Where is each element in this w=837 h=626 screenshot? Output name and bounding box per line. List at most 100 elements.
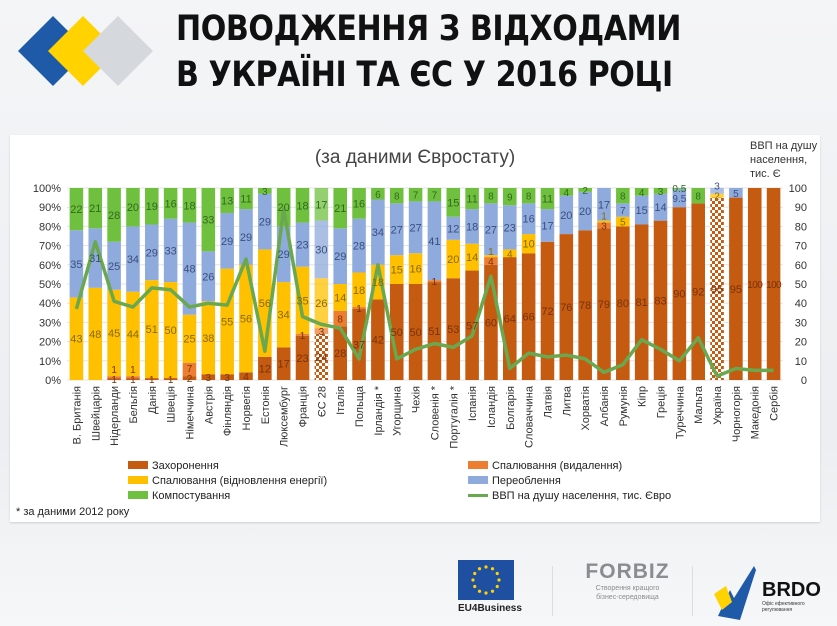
data-label: 21 <box>334 203 346 215</box>
category-label: ЄС 28 <box>316 386 328 417</box>
category-label: Україна <box>712 385 724 425</box>
data-label: 41 <box>428 236 440 248</box>
category-label: Ірландія * <box>373 385 385 435</box>
bar-segment <box>540 241 555 380</box>
category-label: Албанія <box>599 386 611 426</box>
bar-segment <box>371 199 385 265</box>
data-label: 90 <box>673 289 685 301</box>
data-label: 7 <box>413 191 419 202</box>
data-label: 79 <box>598 299 610 311</box>
bar-segment <box>276 347 291 380</box>
bar-segment <box>691 203 705 380</box>
bar-segment <box>333 228 347 284</box>
bar-segment <box>559 188 574 196</box>
data-label: 8 <box>695 192 701 203</box>
category-label: Ісландія <box>486 386 498 428</box>
bar-segment <box>258 356 272 380</box>
data-label: 3 <box>658 187 664 198</box>
bar-segment <box>145 224 159 281</box>
bar-segment <box>446 278 461 380</box>
bar-segment <box>126 291 140 377</box>
bar-segment <box>521 188 536 204</box>
legend-incineration: Спалювання (видалення) <box>492 460 622 472</box>
data-label: 20 <box>579 206 591 218</box>
category-label: Данія <box>147 386 159 414</box>
data-label: 22 <box>70 204 82 216</box>
data-label: 81 <box>636 297 648 309</box>
bar-segment <box>634 188 649 196</box>
data-label: 92 <box>692 287 704 299</box>
data-label: 8 <box>488 192 494 203</box>
bar-segment <box>559 195 574 235</box>
eu4business-logo: EU4Business <box>458 560 522 620</box>
right-tick-label: 0 <box>801 375 807 387</box>
data-label: 4 <box>507 249 513 260</box>
title-line-1: ПОВОДЖЕННЯ З ВІДХОДАМИ <box>176 9 681 49</box>
bar-segment <box>465 270 479 380</box>
data-label: 38 <box>202 333 214 345</box>
bar-segment <box>389 203 404 256</box>
data-label: 4 <box>564 188 570 199</box>
data-label: 20 <box>278 202 290 214</box>
data-label: 43 <box>70 334 82 346</box>
bar-segment <box>427 280 442 283</box>
bar-segment <box>389 255 404 284</box>
data-label: 3 <box>206 373 212 384</box>
brdo-mark-icon <box>718 566 756 620</box>
bar-segment <box>107 241 121 290</box>
bar-segment <box>182 188 197 223</box>
data-label: 17 <box>278 359 290 371</box>
data-label: 25 <box>108 261 120 273</box>
bar-segment <box>107 378 121 380</box>
category-label: Латвія <box>542 386 554 418</box>
data-label: 33 <box>202 215 214 227</box>
data-label: 16 <box>409 264 421 276</box>
bar-segment <box>145 188 159 225</box>
bar-segment <box>710 188 724 194</box>
bar-segment <box>427 201 442 281</box>
legend-compost: Компостування <box>152 490 230 502</box>
bar-segment <box>653 193 668 221</box>
data-label: 60 <box>485 317 497 329</box>
data-label: 3 <box>714 182 720 193</box>
bar-segment <box>446 188 461 217</box>
bar-segment <box>126 226 140 292</box>
data-label: 25 <box>183 334 195 346</box>
data-label: 12 <box>447 223 459 235</box>
bar-segment <box>163 188 178 219</box>
eu-star-icon <box>484 565 488 569</box>
bar-segment <box>126 378 140 380</box>
data-label: 29 <box>259 217 271 229</box>
bar-segment <box>314 333 329 380</box>
data-label: 18 <box>466 221 478 233</box>
data-label: 4 <box>243 372 249 383</box>
left-tick-label: 80% <box>39 221 61 233</box>
bar-segment <box>729 188 743 198</box>
bar-segment <box>88 287 103 380</box>
data-label: 1 <box>111 375 117 386</box>
data-label: 10 <box>523 239 535 251</box>
data-label: 14 <box>654 202 666 214</box>
data-label: 48 <box>183 264 195 276</box>
bar-segment <box>408 284 423 380</box>
data-label: 24 <box>315 352 327 364</box>
data-label: 1 <box>130 375 136 386</box>
left-tick-label: 100% <box>33 183 61 195</box>
data-label: 56 <box>240 314 252 326</box>
bar-segment <box>182 362 197 377</box>
bar-segment <box>182 222 197 315</box>
bar-segment <box>578 188 592 192</box>
right-tick-label: 10 <box>795 356 807 368</box>
data-label: 28 <box>108 210 120 222</box>
category-label: Кіпр <box>637 386 649 407</box>
bar-segment <box>314 220 329 279</box>
data-label: 95 <box>711 284 723 296</box>
bar-segment <box>295 188 310 223</box>
data-label: 18 <box>372 277 384 289</box>
data-label: 2 <box>187 374 193 385</box>
bar-segment <box>239 264 253 373</box>
data-label: 1 <box>111 365 117 376</box>
legend-swatch-gdp <box>468 494 488 497</box>
bar-segment <box>597 220 611 223</box>
bar-segment <box>597 228 611 380</box>
